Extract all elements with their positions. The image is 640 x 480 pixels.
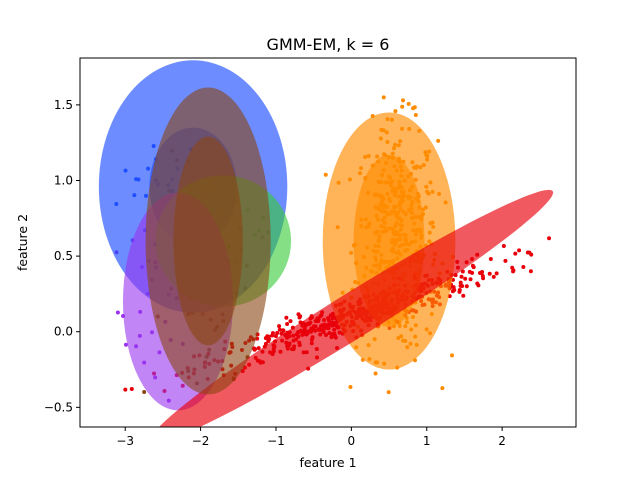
data-point bbox=[481, 276, 486, 281]
data-point bbox=[265, 334, 270, 339]
data-point bbox=[123, 342, 128, 347]
data-point bbox=[460, 269, 465, 274]
y-tick-label: 0.0 bbox=[54, 325, 73, 339]
data-point bbox=[373, 371, 378, 376]
x-tick-label: 1 bbox=[423, 434, 431, 448]
data-point bbox=[406, 101, 411, 106]
data-point bbox=[296, 312, 301, 317]
data-point bbox=[115, 310, 120, 315]
data-point bbox=[401, 98, 406, 103]
data-point bbox=[463, 276, 468, 281]
data-point bbox=[503, 258, 508, 263]
data-point bbox=[479, 270, 484, 275]
data-point bbox=[270, 331, 275, 336]
covariance-ellipse bbox=[149, 189, 554, 427]
x-tick-label: 0 bbox=[348, 434, 356, 448]
y-tick-label: 1.0 bbox=[54, 173, 73, 187]
data-point bbox=[487, 271, 492, 276]
plot-frame bbox=[79, 57, 577, 428]
data-point bbox=[458, 280, 463, 285]
covariance-ellipse bbox=[173, 136, 243, 346]
data-point bbox=[256, 346, 261, 351]
data-point bbox=[266, 339, 271, 344]
data-point bbox=[297, 315, 302, 320]
y-tick-label: 0.5 bbox=[54, 249, 73, 263]
data-point bbox=[476, 283, 481, 288]
data-point bbox=[491, 274, 496, 279]
x-tick-label: −3 bbox=[116, 434, 134, 448]
data-point bbox=[252, 347, 257, 352]
data-point bbox=[521, 264, 526, 269]
data-point bbox=[393, 109, 398, 114]
data-point bbox=[381, 95, 386, 100]
data-point bbox=[273, 334, 278, 339]
data-point bbox=[513, 251, 518, 256]
data-point bbox=[285, 321, 290, 326]
data-point bbox=[468, 277, 473, 282]
data-point bbox=[452, 288, 457, 293]
data-point bbox=[527, 250, 532, 255]
data-point bbox=[400, 104, 405, 109]
x-tick-label: 2 bbox=[498, 434, 506, 448]
data-point bbox=[123, 387, 128, 392]
y-tick-label: 1.5 bbox=[54, 98, 73, 112]
data-point bbox=[494, 271, 499, 276]
data-point bbox=[412, 105, 417, 110]
data-point bbox=[436, 138, 441, 143]
data-point bbox=[461, 293, 466, 298]
data-point bbox=[281, 328, 286, 333]
data-point bbox=[277, 327, 282, 332]
gaussian-components bbox=[98, 60, 554, 427]
data-point bbox=[470, 270, 475, 275]
data-point bbox=[547, 236, 552, 241]
data-point bbox=[458, 283, 463, 288]
data-point bbox=[348, 385, 353, 390]
data-point bbox=[459, 274, 464, 279]
x-tick-label: −2 bbox=[192, 434, 210, 448]
x-tick-label: −1 bbox=[267, 434, 285, 448]
data-point bbox=[511, 269, 516, 274]
y-axis-label: feature 2 bbox=[15, 214, 30, 271]
y-axis-ticks: −0.5 0.0 0.5 1.0 1.5 bbox=[44, 98, 80, 414]
data-point bbox=[470, 263, 475, 268]
data-point bbox=[450, 353, 455, 358]
data-point bbox=[277, 324, 282, 329]
x-axis-label: feature 1 bbox=[299, 455, 356, 470]
y-tick-label: −0.5 bbox=[44, 400, 73, 414]
data-point bbox=[457, 287, 462, 292]
data-point bbox=[440, 386, 445, 391]
data-point bbox=[129, 386, 134, 391]
data-point bbox=[464, 284, 469, 289]
data-point bbox=[488, 256, 493, 261]
data-point bbox=[413, 112, 418, 117]
data-point bbox=[528, 269, 533, 274]
data-point bbox=[275, 330, 280, 335]
data-point bbox=[323, 172, 328, 177]
data-point bbox=[517, 248, 522, 253]
x-axis-ticks: −3 −2 −1 0 1 2 bbox=[116, 427, 506, 448]
chart-title: GMM-EM, k = 6 bbox=[267, 35, 390, 54]
data-point bbox=[386, 390, 391, 395]
data-point bbox=[142, 389, 147, 394]
data-point bbox=[284, 315, 289, 320]
data-point bbox=[501, 243, 506, 248]
data-point bbox=[288, 319, 293, 324]
